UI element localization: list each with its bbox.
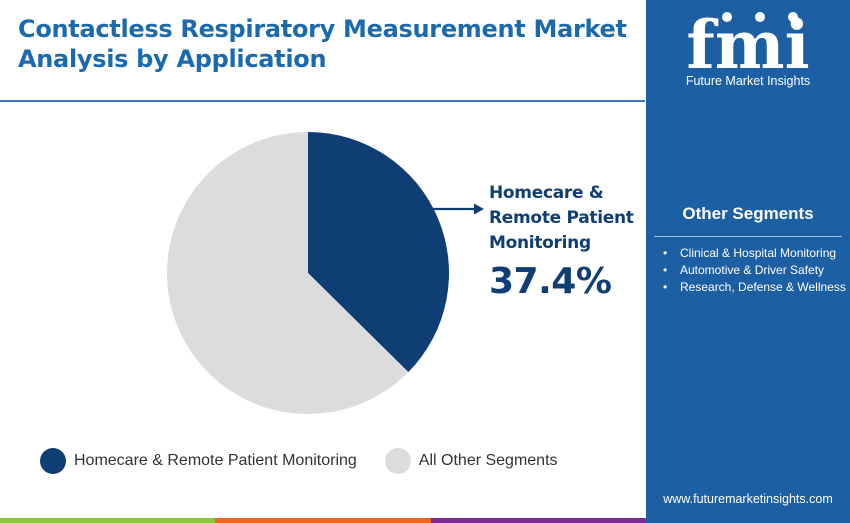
bullet: • <box>663 280 668 294</box>
segment-item: • Clinical & Hospital Monitoring <box>660 245 846 261</box>
chart-legend: Homecare & Remote Patient Monitoring All… <box>40 448 586 474</box>
pie-slice-other <box>166 132 409 414</box>
logo-globe-icon <box>788 12 798 22</box>
segment-item-label: Clinical & Hospital Monitoring <box>680 246 837 260</box>
pie-slice-homecare <box>308 132 449 373</box>
bottom-bar-purple <box>430 518 646 523</box>
legend-swatch-other <box>384 448 411 474</box>
legend-swatch-homecare <box>40 448 66 474</box>
bullet: • <box>663 263 668 277</box>
sidebar-panel: fmi Future Market Insights Other Segment… <box>646 0 850 523</box>
sidebar-divider <box>654 236 842 237</box>
other-segments-heading: Other Segments <box>682 204 814 223</box>
fmi-logo: fmi <box>686 6 809 84</box>
bullet: • <box>663 246 668 260</box>
pie-callout: Homecare & Remote Patient Monitoring 37.… <box>489 181 649 302</box>
callout-value: 37.4% <box>489 261 612 302</box>
logo-globe-icon <box>755 12 765 22</box>
legend-item-homecare: Homecare & Remote Patient Monitoring <box>40 448 357 474</box>
segment-item: • Automotive & Driver Safety <box>660 262 846 278</box>
segment-item-label: Research, Defense & Wellness <box>680 280 846 294</box>
bottom-color-bar <box>0 518 646 523</box>
segment-item-label: Automotive & Driver Safety <box>680 263 825 277</box>
logo-text: Future Market Insights <box>685 74 811 88</box>
callout-label: Homecare & Remote Patient Monitoring <box>489 183 634 253</box>
title-divider <box>0 100 645 102</box>
bottom-bar-green <box>0 518 216 523</box>
segment-item: • Research, Defense & Wellness <box>660 279 846 295</box>
legend-label-homecare: Homecare & Remote Patient Monitoring <box>74 452 357 469</box>
chart-title: Contactless Respiratory Measurement Mark… <box>18 15 627 73</box>
callout-arrow <box>432 203 484 215</box>
legend-item-other: All Other Segments <box>384 448 558 474</box>
logo-globe-icon <box>722 12 732 22</box>
website-url[interactable]: www.futuremarketinsights.com <box>663 492 833 506</box>
legend-label-other: All Other Segments <box>418 452 558 469</box>
other-segments-list: • Clinical & Hospital Monitoring • Automot… <box>660 245 846 296</box>
bottom-bar-orange <box>215 518 431 523</box>
